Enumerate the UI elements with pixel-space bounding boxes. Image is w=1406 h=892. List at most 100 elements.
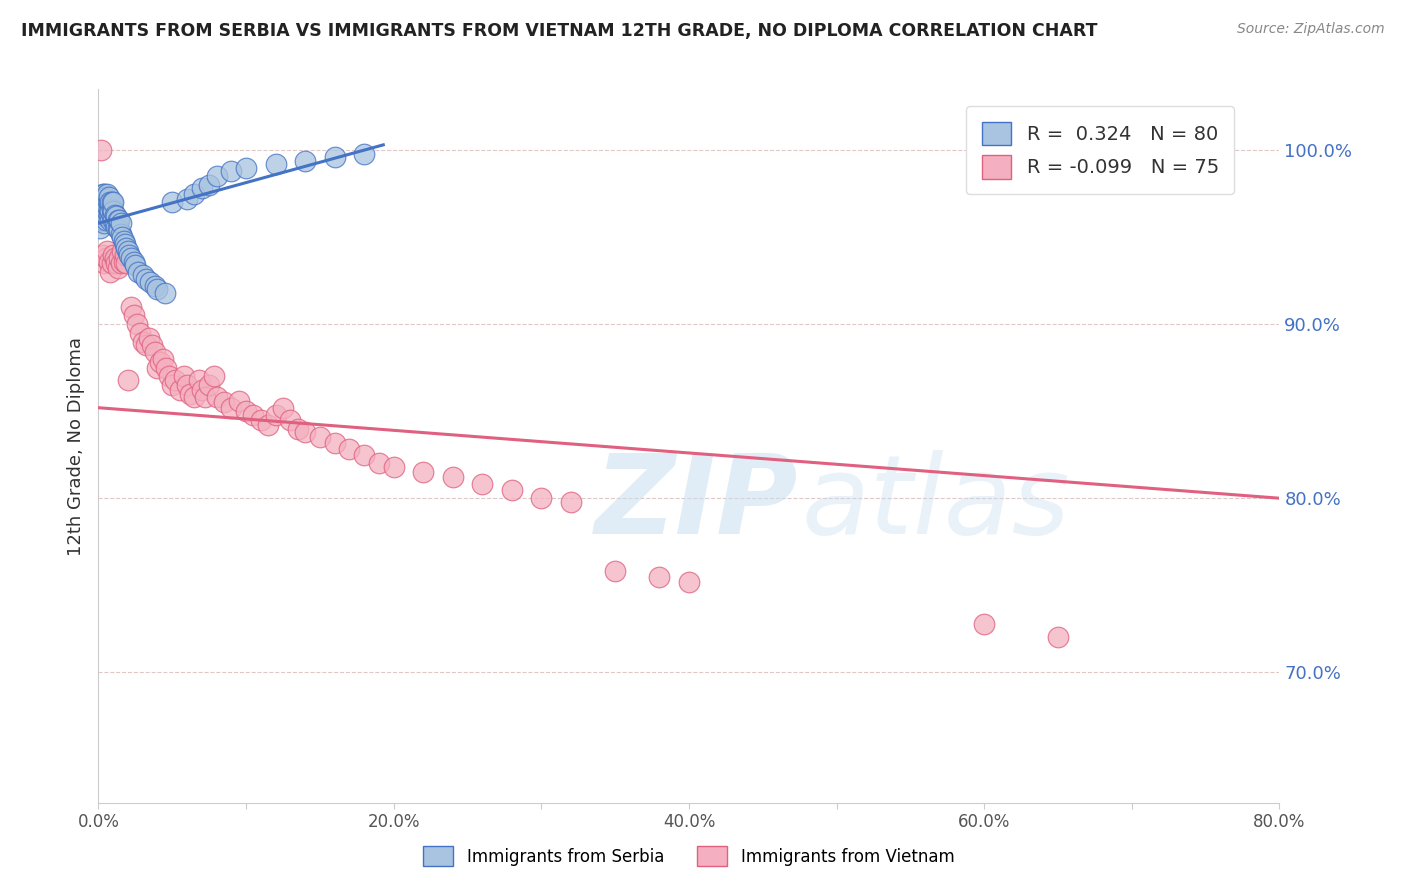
Point	[122, 309, 145, 323]
Point	[120, 251, 142, 265]
Point	[91, 195, 114, 210]
Point	[169, 384, 191, 398]
Point	[98, 212, 121, 227]
Point	[323, 435, 346, 450]
Point	[141, 338, 163, 352]
Point	[93, 209, 115, 223]
Point	[115, 241, 138, 255]
Point	[105, 209, 128, 223]
Point	[94, 190, 117, 204]
Point	[280, 413, 302, 427]
Point	[112, 234, 135, 248]
Point	[165, 373, 187, 387]
Point	[100, 209, 122, 223]
Point	[153, 285, 176, 300]
Point	[250, 413, 273, 427]
Point	[183, 390, 205, 404]
Point	[183, 186, 205, 201]
Point	[98, 265, 121, 279]
Point	[90, 195, 112, 210]
Point	[212, 395, 235, 409]
Point	[105, 256, 128, 270]
Point	[89, 212, 111, 227]
Point	[112, 254, 135, 268]
Text: ZIP: ZIP	[595, 450, 799, 557]
Point	[107, 212, 129, 227]
Point	[100, 202, 122, 217]
Point	[264, 157, 287, 171]
Point	[235, 161, 257, 175]
Point	[221, 401, 243, 415]
Point	[187, 373, 209, 387]
Point	[115, 256, 138, 270]
Point	[91, 186, 114, 201]
Point	[91, 247, 114, 261]
Point	[194, 390, 217, 404]
Point	[110, 227, 132, 241]
Point	[139, 276, 162, 290]
Point	[89, 221, 111, 235]
Point	[132, 268, 155, 283]
Point	[202, 369, 225, 384]
Point	[93, 204, 115, 219]
Point	[94, 251, 117, 265]
Point	[120, 300, 142, 314]
Point	[146, 282, 169, 296]
Point	[107, 221, 129, 235]
Point	[100, 195, 122, 210]
Point	[152, 351, 174, 366]
Text: IMMIGRANTS FROM SERBIA VS IMMIGRANTS FROM VIETNAM 12TH GRADE, NO DIPLOMA CORRELA: IMMIGRANTS FROM SERBIA VS IMMIGRANTS FRO…	[21, 22, 1098, 40]
Point	[973, 616, 995, 631]
Point	[257, 418, 280, 433]
Point	[501, 483, 523, 497]
Point	[198, 378, 221, 392]
Point	[287, 421, 309, 435]
Point	[91, 192, 114, 206]
Point	[198, 178, 221, 192]
Point	[98, 204, 121, 219]
Point	[103, 212, 125, 227]
Point	[176, 378, 198, 392]
Point	[228, 393, 250, 408]
Point	[205, 390, 228, 404]
Point	[93, 186, 115, 201]
Legend: Immigrants from Serbia, Immigrants from Vietnam: Immigrants from Serbia, Immigrants from …	[416, 839, 962, 873]
Point	[114, 247, 136, 261]
Point	[91, 202, 114, 217]
Point	[108, 212, 131, 227]
Point	[107, 261, 129, 276]
Point	[97, 207, 120, 221]
Point	[97, 202, 120, 217]
Point	[103, 195, 125, 210]
Point	[100, 256, 122, 270]
Point	[127, 265, 149, 279]
Point	[353, 448, 375, 462]
Point	[94, 207, 117, 221]
Point	[98, 195, 121, 210]
Point	[94, 201, 117, 215]
Point	[412, 465, 434, 479]
Point	[157, 369, 180, 384]
Point	[91, 212, 114, 227]
Point	[124, 258, 146, 272]
Point	[353, 146, 375, 161]
Point	[441, 470, 464, 484]
Point	[93, 216, 115, 230]
Point	[122, 254, 145, 268]
Point	[205, 169, 228, 184]
Point	[111, 230, 134, 244]
Point	[96, 244, 118, 258]
Point	[143, 278, 166, 293]
Point	[294, 153, 316, 168]
Point	[103, 204, 125, 219]
Point	[105, 219, 128, 234]
Point	[143, 345, 166, 359]
Point	[103, 247, 125, 261]
Point	[382, 459, 405, 474]
Point	[191, 181, 214, 195]
Point	[132, 334, 155, 349]
Point	[125, 317, 148, 331]
Point	[221, 164, 243, 178]
Point	[155, 360, 177, 375]
Point	[162, 378, 183, 392]
